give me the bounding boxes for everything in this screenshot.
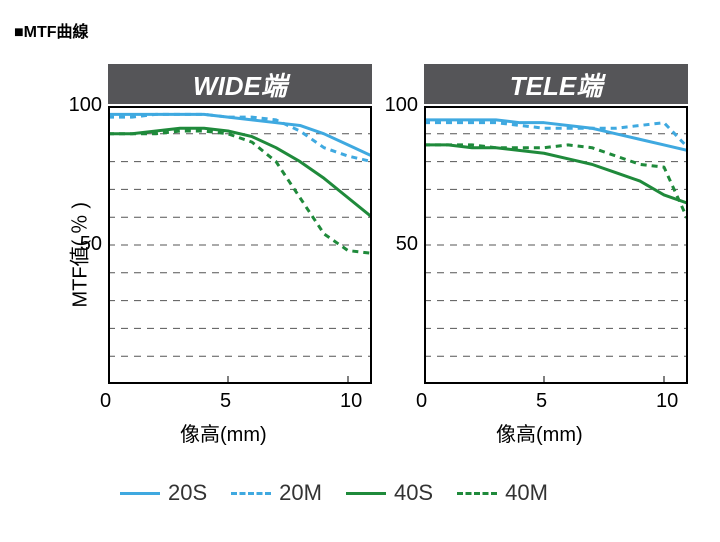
ylabel-wide: MTF値( ％ ) <box>64 188 93 308</box>
xtick-label: 5 <box>220 390 231 413</box>
series-40S <box>108 128 372 217</box>
legend-swatch <box>457 492 497 495</box>
chart-wide <box>108 106 372 384</box>
xtick-label: 10 <box>340 390 362 413</box>
legend-label: 40S <box>394 480 433 506</box>
panel-title-wide: WIDE端 <box>108 64 372 104</box>
chart-tele <box>424 106 688 384</box>
legend-item-40M: 40M <box>457 480 548 506</box>
legend-swatch <box>120 492 160 495</box>
legend-swatch <box>346 492 386 495</box>
xtick-label: 5 <box>536 390 547 413</box>
series-40S <box>424 145 688 203</box>
xtick-label: 0 <box>416 390 427 413</box>
legend-item-20S: 20S <box>120 480 207 506</box>
ytick-label: 100 <box>69 94 102 117</box>
series-20M <box>424 123 688 148</box>
xtick-label: 0 <box>100 390 111 413</box>
ytick-label: 100 <box>385 94 418 117</box>
xlabel-tele: 像高(mm) <box>496 418 583 447</box>
legend-label: 20S <box>168 480 207 506</box>
legend-item-40S: 40S <box>346 480 433 506</box>
legend-label: 40M <box>505 480 548 506</box>
page-title: ■MTF曲線 <box>14 18 89 42</box>
ytick-label: 50 <box>396 233 418 256</box>
xlabel-wide: 像高(mm) <box>180 418 267 447</box>
legend-item-20M: 20M <box>231 480 322 506</box>
xtick-label: 10 <box>656 390 678 413</box>
legend: 20S 20M 40S 40M <box>120 480 548 506</box>
legend-swatch <box>231 492 271 495</box>
panel-title-tele: TELE端 <box>424 64 688 104</box>
legend-label: 20M <box>279 480 322 506</box>
